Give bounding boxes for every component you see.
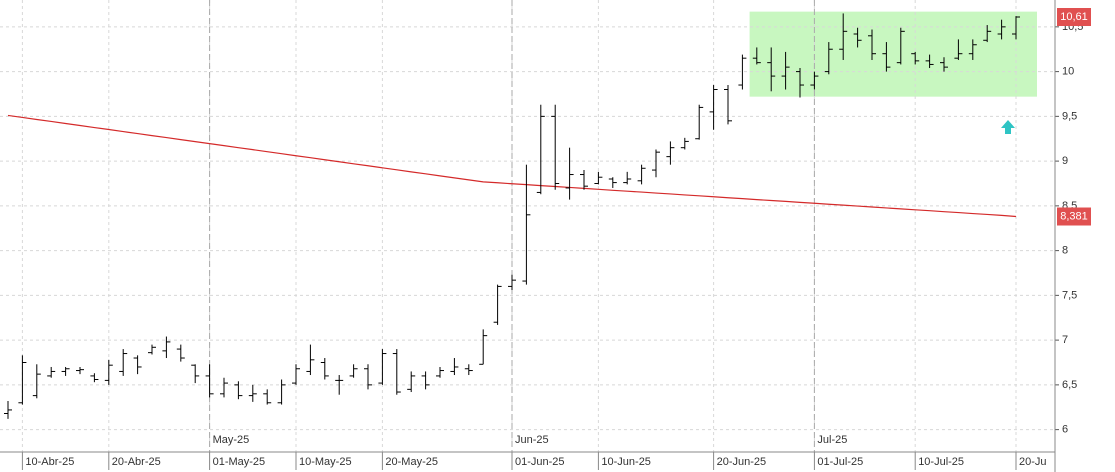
x-tick-label: 10-May-25 bbox=[299, 456, 352, 468]
x-tick-label: 10-Abr-25 bbox=[25, 456, 74, 468]
price-badge bbox=[1057, 8, 1091, 27]
y-tick-label: 7,5 bbox=[1062, 289, 1077, 301]
x-tick-label: 20-Ju bbox=[1019, 456, 1047, 468]
signal-arrow bbox=[1001, 120, 1015, 134]
price-badge-label: 8,381 bbox=[1060, 210, 1088, 222]
y-tick-label: 9,5 bbox=[1062, 110, 1077, 122]
y-tick-label: 9 bbox=[1062, 155, 1068, 167]
x-tick-label: 01-Jul-25 bbox=[817, 456, 863, 468]
y-tick-label: 10 bbox=[1062, 66, 1074, 78]
y-tick-label: 8 bbox=[1062, 245, 1068, 257]
price-badge bbox=[1057, 207, 1091, 226]
period-label: Jul-25 bbox=[817, 434, 847, 446]
price-badge-label: 10,61 bbox=[1060, 11, 1088, 23]
x-tick-label: 20-Abr-25 bbox=[112, 456, 161, 468]
highlight-zone bbox=[749, 11, 1037, 97]
y-tick-label: 6 bbox=[1062, 424, 1068, 436]
x-tick-label: 10-Jun-25 bbox=[601, 456, 651, 468]
y-tick-label: 7 bbox=[1062, 334, 1068, 346]
period-label: May-25 bbox=[213, 434, 250, 446]
x-tick-label: 20-Jun-25 bbox=[717, 456, 767, 468]
moving-average bbox=[7, 114, 1017, 218]
x-tick-label: 01-Jun-25 bbox=[515, 456, 565, 468]
x-tick-label: 20-May-25 bbox=[385, 456, 438, 468]
y-tick-label: 6,5 bbox=[1062, 379, 1077, 391]
x-tick-label: 10-Jul-25 bbox=[918, 456, 964, 468]
x-tick-label: 01-May-25 bbox=[213, 456, 266, 468]
period-label: Jun-25 bbox=[515, 434, 549, 446]
